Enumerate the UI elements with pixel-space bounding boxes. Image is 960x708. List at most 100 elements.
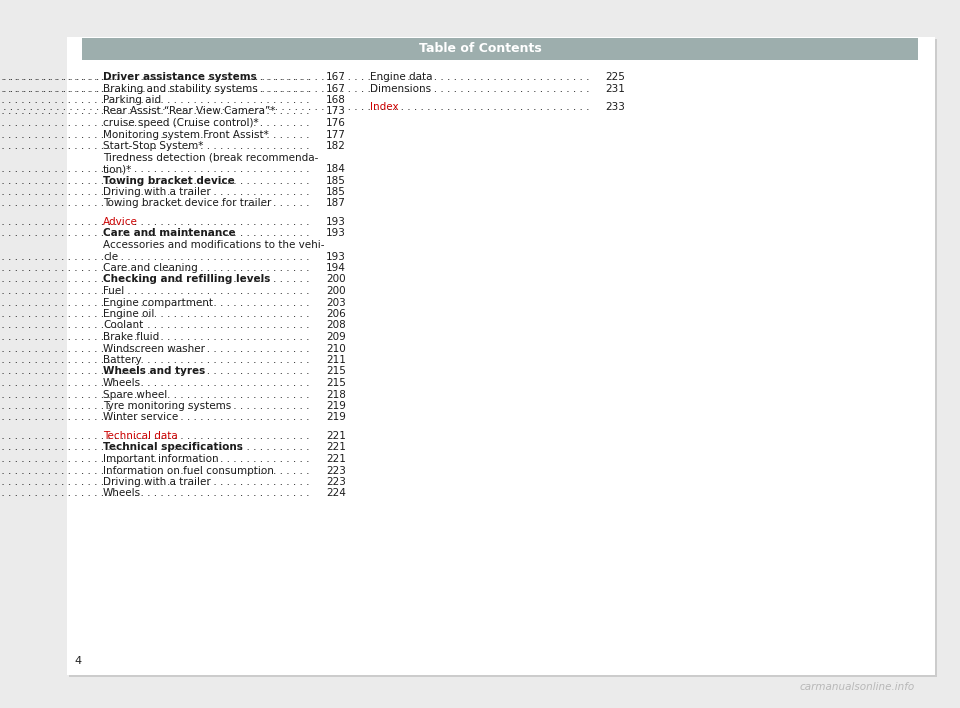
- Text: Winter service: Winter service: [103, 413, 179, 423]
- Text: Engine data: Engine data: [370, 72, 433, 82]
- Bar: [82, 38, 918, 60]
- Text: Engine oil: Engine oil: [103, 309, 155, 319]
- Text: 221: 221: [326, 454, 346, 464]
- Text: . . . . . . . . . . . . . . . . . . . . . . . . . . . . . . . . . . . . . . . . : . . . . . . . . . . . . . . . . . . . . …: [0, 106, 310, 117]
- Text: 177: 177: [326, 130, 346, 139]
- Text: 193: 193: [326, 251, 346, 261]
- Text: 185: 185: [326, 176, 346, 185]
- Text: 184: 184: [326, 164, 346, 174]
- Text: 215: 215: [326, 367, 346, 377]
- Text: . . . . . . . . . . . . . . . . . . . . . . . . . . . . . . . . . . . . . . . . : . . . . . . . . . . . . . . . . . . . . …: [0, 454, 310, 464]
- Text: tion)*: tion)*: [103, 164, 132, 174]
- Text: Information on fuel consumption: Information on fuel consumption: [103, 465, 274, 476]
- Text: cle: cle: [103, 251, 118, 261]
- Text: 221: 221: [326, 442, 346, 452]
- Text: . . . . . . . . . . . . . . . . . . . . . . . . . . . . . . . . . . . . . . . . : . . . . . . . . . . . . . . . . . . . . …: [0, 164, 310, 174]
- Text: Care and cleaning: Care and cleaning: [103, 263, 198, 273]
- Text: 200: 200: [326, 275, 346, 285]
- Text: carmanualsonline.info: carmanualsonline.info: [800, 682, 915, 692]
- Text: cruise speed (Cruise control)*: cruise speed (Cruise control)*: [103, 118, 258, 128]
- Text: 219: 219: [326, 401, 346, 411]
- Text: Wheels and tyres: Wheels and tyres: [103, 367, 205, 377]
- Text: . . . . . . . . . . . . . . . . . . . . . . . . . . . . . . . . . . . . . . . . : . . . . . . . . . . . . . . . . . . . . …: [0, 343, 310, 353]
- Text: 219: 219: [326, 413, 346, 423]
- Text: 223: 223: [326, 465, 346, 476]
- Text: Advice: Advice: [103, 217, 138, 227]
- Text: . . . . . . . . . . . . . . . . . . . . . . . . . . . . . . . . . . . . . . . . : . . . . . . . . . . . . . . . . . . . . …: [0, 401, 310, 411]
- Text: . . . . . . . . . . . . . . . . . . . . . . . . . . . . . . . . . . . . . . . . : . . . . . . . . . . . . . . . . . . . . …: [0, 309, 310, 319]
- Text: Start-Stop System*: Start-Stop System*: [103, 141, 204, 151]
- Text: . . . . . . . . . . . . . . . . . . . . . . . . . . . . . . . . . . . . . . . . : . . . . . . . . . . . . . . . . . . . . …: [0, 367, 310, 377]
- Text: Table of Contents: Table of Contents: [419, 42, 541, 55]
- Text: 233: 233: [605, 102, 625, 112]
- Text: Wheels: Wheels: [103, 489, 141, 498]
- Text: . . . . . . . . . . . . . . . . . . . . . . . . . . . . . . . . . . . . . . . . : . . . . . . . . . . . . . . . . . . . . …: [0, 130, 310, 139]
- Text: Rear Assist “Rear View Camera”*: Rear Assist “Rear View Camera”*: [103, 106, 276, 117]
- Text: Monitoring system Front Assist*: Monitoring system Front Assist*: [103, 130, 269, 139]
- Text: . . . . . . . . . . . . . . . . . . . . . . . . . . . . . . . . . . . . . . . . : . . . . . . . . . . . . . . . . . . . . …: [0, 275, 310, 285]
- Text: 208: 208: [326, 321, 346, 331]
- Text: Driver assistance systems: Driver assistance systems: [103, 72, 256, 82]
- Text: Care and maintenance: Care and maintenance: [103, 229, 235, 239]
- Text: 210: 210: [326, 343, 346, 353]
- Text: Towing bracket device: Towing bracket device: [103, 176, 235, 185]
- Text: 206: 206: [326, 309, 346, 319]
- Text: Tyre monitoring systems: Tyre monitoring systems: [103, 401, 231, 411]
- Text: Parking aid: Parking aid: [103, 95, 161, 105]
- Text: . . . . . . . . . . . . . . . . . . . . . . . . . . . . . . . . . . . . . . . . : . . . . . . . . . . . . . . . . . . . . …: [0, 95, 310, 105]
- Text: . . . . . . . . . . . . . . . . . . . . . . . . . . . . . . . . . . . . . . . . : . . . . . . . . . . . . . . . . . . . . …: [0, 141, 310, 151]
- Text: Important information: Important information: [103, 454, 219, 464]
- Text: Index: Index: [370, 102, 398, 112]
- Text: Spare wheel: Spare wheel: [103, 389, 167, 399]
- Text: . . . . . . . . . . . . . . . . . . . . . . . . . . . . . . . . . . . . . . . . : . . . . . . . . . . . . . . . . . . . . …: [0, 389, 310, 399]
- Text: 167: 167: [326, 72, 346, 82]
- Text: 185: 185: [326, 187, 346, 197]
- Text: 209: 209: [326, 332, 346, 342]
- Text: 223: 223: [326, 477, 346, 487]
- Text: . . . . . . . . . . . . . . . . . . . . . . . . . . . . . . . . . . . . . . . . : . . . . . . . . . . . . . . . . . . . . …: [0, 229, 310, 239]
- Text: Wheels: Wheels: [103, 378, 141, 388]
- Text: 182: 182: [326, 141, 346, 151]
- Text: Engine compartment: Engine compartment: [103, 297, 213, 307]
- Text: 231: 231: [605, 84, 625, 93]
- Text: . . . . . . . . . . . . . . . . . . . . . . . . . . . . . . . . . . . . . . . . : . . . . . . . . . . . . . . . . . . . . …: [0, 297, 310, 307]
- Text: . . . . . . . . . . . . . . . . . . . . . . . . . . . . . . . . . . . . . . . . : . . . . . . . . . . . . . . . . . . . . …: [0, 286, 310, 296]
- Text: 224: 224: [326, 489, 346, 498]
- Text: Battery: Battery: [103, 355, 142, 365]
- Text: . . . . . . . . . . . . . . . . . . . . . . . . . . . . . . . . . . . . . . . . : . . . . . . . . . . . . . . . . . . . . …: [0, 465, 310, 476]
- Text: . . . . . . . . . . . . . . . . . . . . . . . . . . . . . . . . . . . . . . . . : . . . . . . . . . . . . . . . . . . . . …: [0, 431, 310, 441]
- Text: . . . . . . . . . . . . . . . . . . . . . . . . . . . . . . . . . . . . . . . . : . . . . . . . . . . . . . . . . . . . . …: [0, 251, 310, 261]
- Text: . . . . . . . . . . . . . . . . . . . . . . . . . . . . . . . . . . . . . . . . : . . . . . . . . . . . . . . . . . . . . …: [0, 442, 310, 452]
- Text: . . . . . . . . . . . . . . . . . . . . . . . . . . . . . . . . . . . . . . . . : . . . . . . . . . . . . . . . . . . . . …: [0, 321, 310, 331]
- Text: 4: 4: [74, 656, 82, 666]
- Text: Checking and refilling levels: Checking and refilling levels: [103, 275, 271, 285]
- Text: . . . . . . . . . . . . . . . . . . . . . . . . . . . . . . . . . . . . . . . . : . . . . . . . . . . . . . . . . . . . . …: [0, 263, 310, 273]
- Text: 193: 193: [326, 217, 346, 227]
- Text: Tiredness detection (break recommenda-: Tiredness detection (break recommenda-: [103, 152, 319, 163]
- Text: . . . . . . . . . . . . . . . . . . . . . . . . . . . . . . . . . . . . . . . . : . . . . . . . . . . . . . . . . . . . . …: [0, 332, 310, 342]
- Text: Braking and stability systems: Braking and stability systems: [103, 84, 257, 93]
- Text: Accessories and modifications to the vehi-: Accessories and modifications to the veh…: [103, 240, 324, 250]
- Text: Driving with a trailer: Driving with a trailer: [103, 187, 211, 197]
- Text: 211: 211: [326, 355, 346, 365]
- Text: Fuel: Fuel: [103, 286, 124, 296]
- Text: 173: 173: [326, 106, 346, 117]
- Text: 167: 167: [326, 84, 346, 93]
- Text: Towing bracket device for trailer: Towing bracket device for trailer: [103, 198, 272, 208]
- Text: . . . . . . . . . . . . . . . . . . . . . . . . . . . . . . . . . . . . . . . . : . . . . . . . . . . . . . . . . . . . . …: [0, 84, 310, 93]
- Text: 221: 221: [326, 431, 346, 441]
- Text: Windscreen washer: Windscreen washer: [103, 343, 205, 353]
- Text: . . . . . . . . . . . . . . . . . . . . . . . . . . . . . . . . . . . . . . . . : . . . . . . . . . . . . . . . . . . . . …: [0, 72, 590, 82]
- Text: 225: 225: [605, 72, 625, 82]
- Text: . . . . . . . . . . . . . . . . . . . . . . . . . . . . . . . . . . . . . . . . : . . . . . . . . . . . . . . . . . . . . …: [0, 477, 310, 487]
- Text: 193: 193: [326, 229, 346, 239]
- Text: 176: 176: [326, 118, 346, 128]
- Text: Technical specifications: Technical specifications: [103, 442, 243, 452]
- Text: 194: 194: [326, 263, 346, 273]
- Text: . . . . . . . . . . . . . . . . . . . . . . . . . . . . . . . . . . . . . . . . : . . . . . . . . . . . . . . . . . . . . …: [0, 102, 590, 112]
- Text: . . . . . . . . . . . . . . . . . . . . . . . . . . . . . . . . . . . . . . . . : . . . . . . . . . . . . . . . . . . . . …: [0, 198, 310, 208]
- Text: . . . . . . . . . . . . . . . . . . . . . . . . . . . . . . . . . . . . . . . . : . . . . . . . . . . . . . . . . . . . . …: [0, 378, 310, 388]
- Text: Brake fluid: Brake fluid: [103, 332, 159, 342]
- Text: . . . . . . . . . . . . . . . . . . . . . . . . . . . . . . . . . . . . . . . . : . . . . . . . . . . . . . . . . . . . . …: [0, 413, 310, 423]
- Text: 168: 168: [326, 95, 346, 105]
